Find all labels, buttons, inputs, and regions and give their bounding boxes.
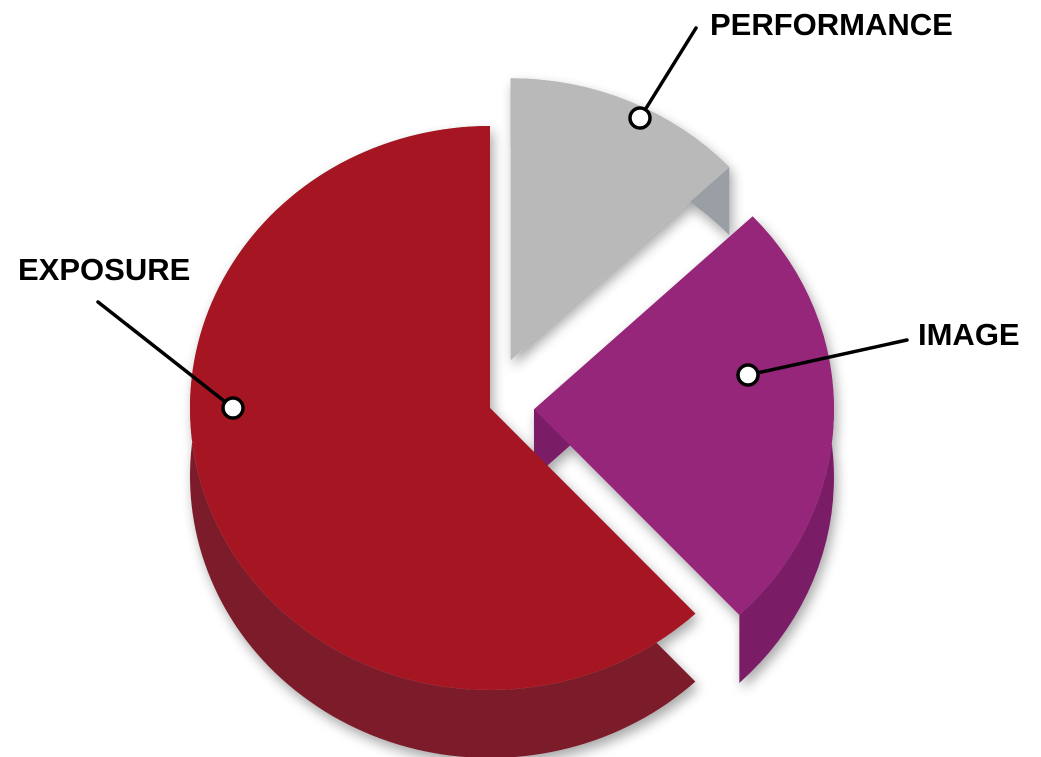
leader-line-image (746, 338, 909, 377)
slice-image (533, 216, 834, 683)
slice-exposure (189, 126, 696, 757)
slice-label-image: IMAGE (918, 317, 1020, 352)
slice-top-image (533, 216, 834, 615)
label-marker-performance (628, 106, 652, 130)
slice-top-exposure (189, 126, 696, 691)
slice-top-performance (510, 78, 730, 361)
slice-performance (510, 78, 730, 429)
leader-line-exposure (96, 300, 235, 410)
label-marker-image (736, 363, 760, 387)
leader-line-performance (638, 26, 698, 120)
slice-label-performance: PERFORMANCE (710, 7, 953, 42)
label-marker-exposure (221, 396, 245, 420)
slice-side-exposure (190, 126, 696, 757)
slice-label-exposure: EXPOSURE (18, 252, 190, 287)
